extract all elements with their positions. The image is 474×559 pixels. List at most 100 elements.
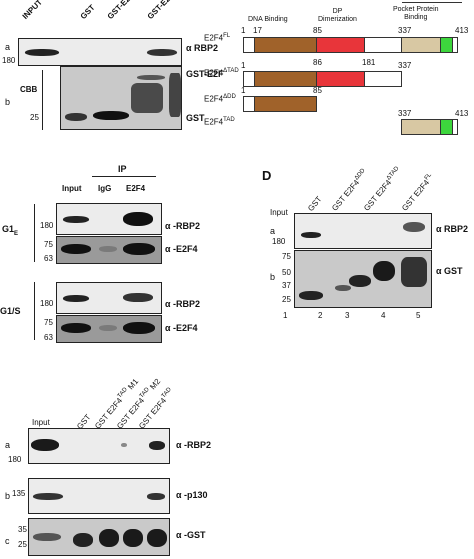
marker-d-25: 25	[282, 295, 291, 304]
band-gst-e2f1-smear	[131, 83, 163, 113]
antibody-c2: α -E2F4	[165, 244, 198, 254]
band-e9	[123, 529, 143, 547]
band-d5	[349, 275, 371, 287]
marker-e-135: 135	[12, 489, 26, 498]
band-e6	[33, 533, 61, 541]
lane-num-1: 1	[283, 311, 288, 320]
pos-413: 413	[455, 26, 469, 35]
pos-ddd-1: 1	[241, 86, 246, 95]
pos-337: 337	[398, 26, 412, 35]
marker-e-25: 25	[18, 540, 27, 549]
band-e10	[147, 529, 167, 547]
band-d4	[335, 285, 351, 291]
dna-binding-label: DNA Binding	[248, 16, 288, 23]
band-c2	[123, 212, 153, 226]
antibody-e-gst: α -GST	[176, 530, 206, 540]
dp-dimerization-label: DP Dimerization	[318, 8, 357, 23]
phase-g1s: G1/S	[0, 306, 21, 316]
band-d3	[299, 291, 323, 300]
e-gst-gel	[28, 518, 170, 556]
antibody-e-rbp2: α -RBP2	[176, 440, 212, 450]
band-c9	[99, 325, 117, 331]
e-rbp2-blot	[28, 428, 170, 464]
phase-g1e: G1E	[2, 224, 19, 237]
d-rbp2-blot	[294, 213, 432, 249]
antibody-c3: α -RBP2	[165, 299, 201, 309]
pos-dtad-337: 337	[398, 61, 412, 70]
marker-d-37: 37	[282, 281, 291, 290]
domain-fl-linker	[364, 37, 402, 53]
domain-dtad-dp	[316, 71, 365, 87]
band-e2	[149, 441, 165, 450]
lane-num-4: 4	[381, 311, 386, 320]
lane-e2f4: E2F4	[126, 184, 146, 193]
band-c7	[123, 293, 153, 302]
g1s-bracket	[34, 282, 35, 340]
marker-d-75: 75	[282, 252, 291, 261]
band-c8	[61, 323, 91, 333]
lane-label-gst-e2f1: GST-E2F1	[105, 0, 139, 21]
band-gst-e2f4	[147, 49, 177, 56]
lane-e-input: Input	[32, 418, 50, 427]
lane-input: Input	[62, 184, 82, 193]
band-e7	[73, 533, 93, 547]
band-input	[25, 49, 59, 56]
band-d6	[373, 261, 395, 281]
g1e-bracket	[34, 204, 35, 262]
d-gst-gel	[294, 250, 432, 308]
lane-label-gst-e2f4: GST-E2F4	[145, 0, 179, 21]
domain-fl-cterm	[452, 37, 458, 53]
row-label-a: a	[5, 42, 11, 52]
construct-tad-label: E2F4TAD	[204, 117, 235, 127]
band-marker-25	[65, 113, 87, 121]
lane-num-5: 5	[416, 311, 421, 320]
marker-c6: 63	[44, 333, 53, 342]
lane-label-input: INPUT	[20, 0, 44, 21]
band-d1	[301, 232, 321, 238]
g1s-rbp2-blot	[56, 282, 162, 314]
band-gst	[93, 111, 129, 120]
domain-ddd-dna	[254, 96, 317, 112]
pos-86: 86	[313, 58, 322, 67]
band-e1	[31, 439, 59, 451]
pos-tad-413: 413	[455, 109, 469, 118]
construct-fl-label: E2F4FL	[204, 33, 231, 43]
cbb-gel	[60, 66, 182, 130]
row-e-a: a	[5, 440, 11, 450]
marker-c2: 75	[44, 240, 53, 249]
antibody-rbp2: α RBP2	[186, 43, 219, 53]
row-d-a: a	[270, 226, 276, 236]
domain-dtad-linker	[364, 71, 402, 87]
marker-c1: 180	[40, 221, 54, 230]
domain-fl-dp	[316, 37, 365, 53]
pos-1: 1	[241, 26, 246, 35]
marker-c3: 63	[44, 254, 53, 263]
construct-ddd-label: E2F4ΔDD	[204, 94, 236, 104]
marker-e-180: 180	[8, 455, 22, 464]
pos-17: 17	[253, 26, 262, 35]
band-gst-e2f4-smear	[169, 73, 181, 117]
pos-ddd-85: 85	[313, 86, 322, 95]
marker-d-180: 180	[272, 237, 286, 246]
header-line	[402, 2, 462, 3]
construct-dtad-label: E2F4ΔTAD	[204, 68, 239, 78]
band-d7	[401, 257, 427, 287]
lane-label-gst: GST	[78, 3, 97, 21]
lane-igg: IgG	[98, 184, 112, 193]
domain-tad-cterm	[452, 119, 458, 135]
domain-fl-tad	[401, 37, 441, 53]
e-p130-blot	[28, 478, 170, 514]
stain-cbb: CBB	[20, 85, 38, 94]
marker-c5: 75	[44, 318, 53, 327]
label-gst-e2f: GST-E2F	[186, 69, 224, 79]
lane-d-input: Input	[270, 208, 288, 217]
marker-e-35: 35	[18, 525, 27, 534]
band-e3	[121, 443, 127, 447]
antibody-c4: α -E2F4	[165, 323, 198, 333]
lane-num-3: 3	[345, 311, 350, 320]
band-c4	[99, 246, 117, 252]
marker-c4: 180	[40, 299, 54, 308]
antibody-c1: α -RBP2	[165, 221, 201, 231]
marker-25: 25	[30, 113, 39, 122]
antibody-e-p130: α -p130	[176, 490, 208, 500]
